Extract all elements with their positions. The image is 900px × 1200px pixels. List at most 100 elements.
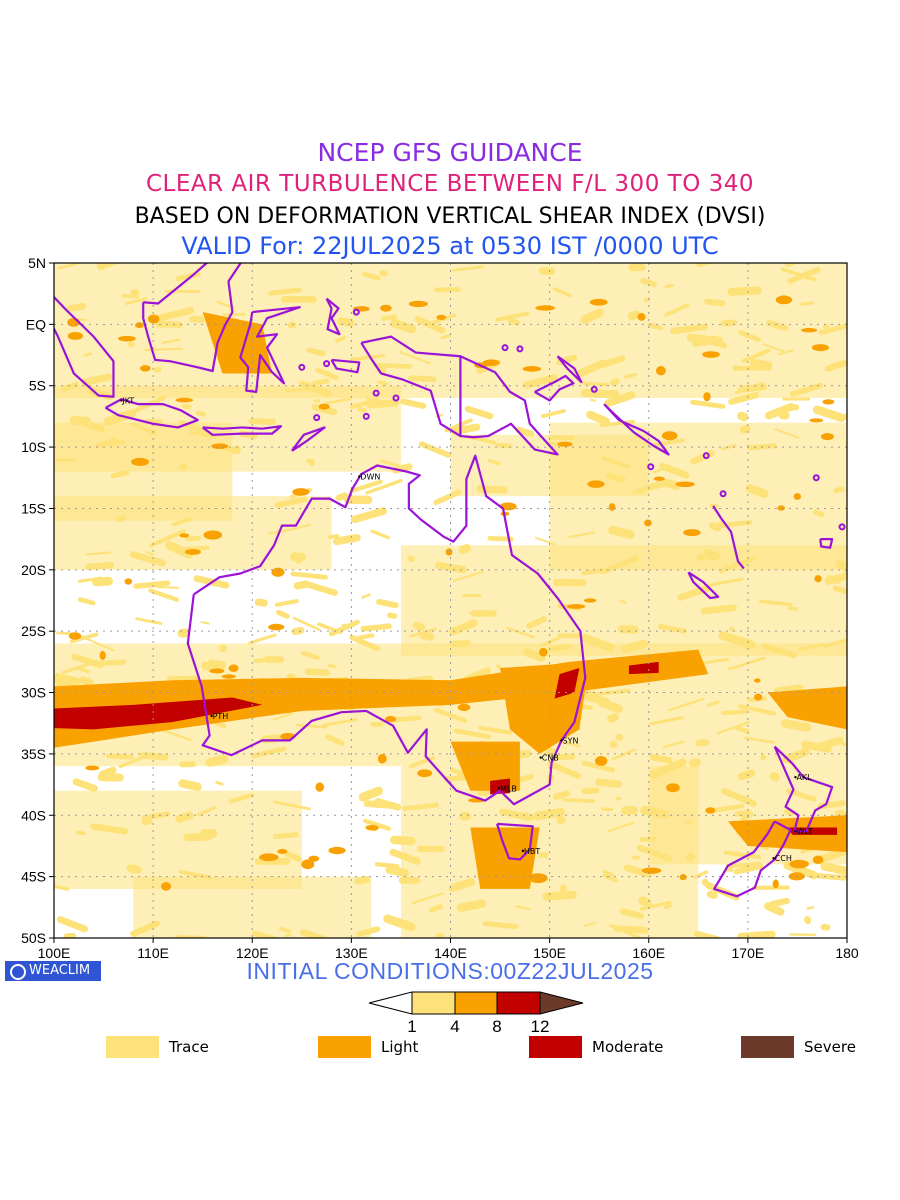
trace-streak bbox=[178, 869, 212, 880]
city-label: DWN bbox=[360, 473, 380, 482]
x-tick-label: 110E bbox=[137, 945, 169, 961]
trace-streak bbox=[825, 575, 842, 584]
light-spot bbox=[754, 678, 761, 683]
trace-streak bbox=[659, 462, 690, 479]
city-label: CCH bbox=[775, 854, 792, 863]
trace-streak bbox=[620, 639, 648, 654]
light-area bbox=[470, 827, 540, 889]
trace-streak bbox=[495, 442, 513, 449]
vanuatu-outline bbox=[712, 505, 745, 570]
trace-streak bbox=[175, 811, 194, 823]
trace-streak bbox=[327, 664, 337, 669]
trace-streak bbox=[449, 640, 472, 648]
light-spot bbox=[568, 664, 584, 672]
trace-streak bbox=[418, 441, 452, 458]
light-spot bbox=[184, 548, 202, 555]
island-outline bbox=[590, 385, 598, 393]
trace-streak bbox=[766, 320, 789, 331]
trace-streak bbox=[627, 310, 641, 321]
light-spot bbox=[268, 623, 285, 631]
trace-streak bbox=[97, 773, 124, 782]
light-spot bbox=[221, 674, 236, 679]
light-spot bbox=[754, 693, 763, 701]
trace-streak bbox=[315, 367, 339, 381]
light-spot bbox=[595, 755, 608, 766]
title-product: CLEAR AIR TURBULENCE BETWEEN F/L 300 TO … bbox=[145, 171, 755, 197]
y-tick-label: 15S bbox=[21, 500, 46, 516]
trace-streak bbox=[760, 754, 767, 761]
trace-streak bbox=[734, 725, 750, 734]
trace-streak bbox=[548, 435, 576, 440]
trace-streak bbox=[718, 631, 756, 649]
trace-streak bbox=[639, 836, 658, 842]
x-tick-label: 130E bbox=[335, 945, 368, 961]
city-label: SYN bbox=[563, 736, 579, 745]
trace-streak bbox=[560, 891, 567, 894]
trace-streak bbox=[417, 845, 445, 853]
trace-streak bbox=[777, 349, 795, 356]
trace-streak bbox=[268, 287, 303, 296]
trace-streak bbox=[658, 624, 687, 634]
trace-streak bbox=[582, 381, 610, 387]
trace-streak bbox=[251, 746, 287, 759]
trace-streak bbox=[272, 832, 299, 840]
colorbar-segment bbox=[454, 991, 498, 1015]
trace-streak bbox=[228, 792, 255, 804]
trace-streak bbox=[357, 633, 375, 640]
y-tick-label: EQ bbox=[26, 316, 46, 332]
trace-streak bbox=[54, 884, 70, 891]
trace-streak bbox=[85, 561, 115, 570]
trace-streak bbox=[434, 561, 467, 574]
legend-swatch-severe bbox=[741, 1036, 794, 1058]
trace-streak bbox=[55, 458, 77, 462]
trace-streak bbox=[609, 378, 620, 387]
trace-streak bbox=[110, 470, 130, 479]
trace-streak bbox=[607, 821, 635, 833]
trace-streak bbox=[721, 709, 748, 716]
trace-streak bbox=[300, 650, 320, 660]
trace-streak bbox=[76, 830, 86, 836]
trace-streak bbox=[818, 323, 847, 335]
light-spot bbox=[153, 695, 161, 700]
trace-streak bbox=[414, 316, 446, 334]
trace-streak bbox=[608, 525, 635, 539]
trace-streak bbox=[76, 666, 90, 674]
light-spot bbox=[380, 304, 392, 312]
trace-streak bbox=[761, 643, 797, 659]
legend-label-severe: Severe bbox=[804, 1038, 856, 1056]
light-spot bbox=[789, 859, 809, 869]
trace-streak bbox=[363, 800, 397, 809]
trace-streak bbox=[121, 294, 139, 299]
light-spot bbox=[445, 548, 453, 556]
trace-streak bbox=[200, 828, 218, 839]
light-area bbox=[767, 686, 847, 730]
trace-streak bbox=[769, 897, 790, 908]
timor-outline bbox=[291, 426, 326, 452]
light-spot bbox=[644, 519, 652, 527]
trace-streak bbox=[290, 571, 328, 580]
trace-streak bbox=[435, 932, 445, 938]
y-tick-label: 45S bbox=[21, 869, 46, 885]
trace-streak bbox=[749, 358, 773, 370]
light-spot bbox=[385, 716, 397, 723]
trace-streak bbox=[595, 778, 622, 788]
trace-streak bbox=[712, 520, 726, 528]
trace-streak bbox=[278, 926, 292, 934]
legend-swatch-light bbox=[318, 1036, 371, 1058]
trace-streak bbox=[740, 811, 754, 818]
trace-streak bbox=[751, 885, 790, 890]
light-spot bbox=[259, 853, 279, 862]
trace-streak bbox=[691, 335, 720, 347]
trace-streak bbox=[63, 932, 77, 938]
trace-streak bbox=[325, 734, 345, 746]
trace-streak bbox=[145, 550, 154, 556]
trace-streak bbox=[125, 297, 148, 305]
trace-streak bbox=[80, 635, 116, 652]
trace-streak bbox=[668, 697, 705, 712]
trace-streak bbox=[433, 707, 468, 723]
y-tick-label: 20S bbox=[21, 562, 46, 578]
light-spot bbox=[812, 855, 824, 864]
trace-band bbox=[54, 263, 847, 398]
island-outline bbox=[392, 394, 400, 402]
